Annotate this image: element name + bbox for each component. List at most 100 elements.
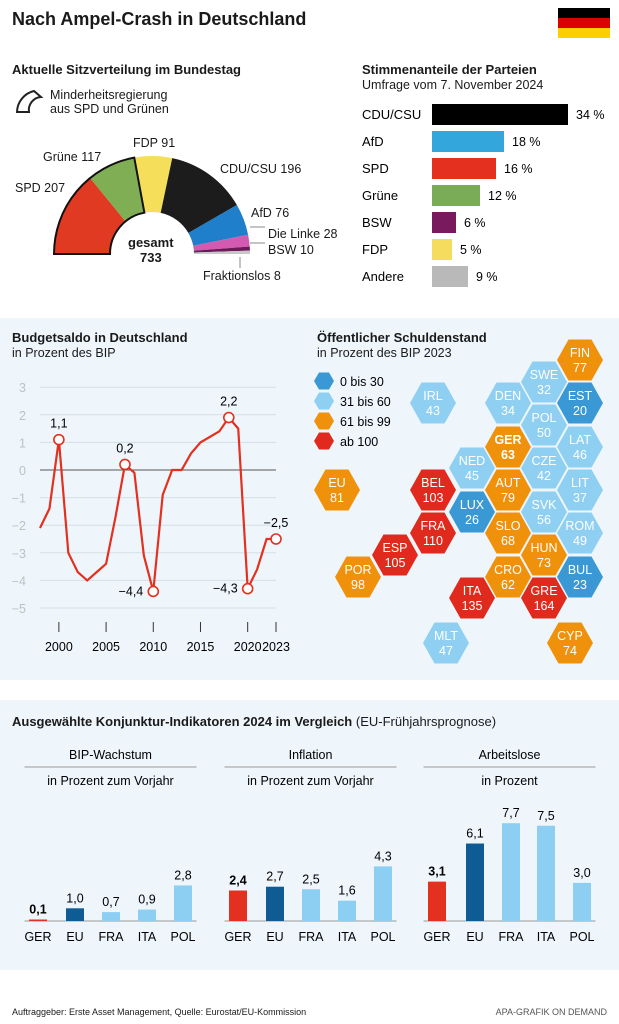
budget-marker xyxy=(241,582,254,595)
indicator-bar xyxy=(466,843,484,921)
hex-value: 105 xyxy=(385,556,406,570)
hex-eu xyxy=(314,469,360,511)
poll-title: Stimmenanteile der Parteien xyxy=(362,62,537,77)
hex-value: 73 xyxy=(537,556,551,570)
hex-value: 164 xyxy=(534,599,555,613)
indicator-category-label: GER xyxy=(224,930,251,944)
poll-bar-chart: CDU/CSU 34 % AfD 18 % SPD 16 % Grüne 12 % BSW 6 %… xyxy=(362,104,605,287)
poll-subtitle: Umfrage vom 7. November 2024 xyxy=(362,78,544,92)
poll-value-label: 9 % xyxy=(476,270,498,284)
seat-label-spd: SPD 207 xyxy=(15,181,66,195)
seat-label-fraktionslos: Fraktionslos 8 xyxy=(203,269,281,283)
hex-ned xyxy=(449,447,495,489)
x-tick-label: 2005 xyxy=(92,640,120,654)
indicator-bar xyxy=(29,919,47,921)
legend-label: 61 bis 99 xyxy=(340,415,391,429)
hex-country-code: FRA xyxy=(421,519,447,533)
hex-country-code: IRL xyxy=(423,389,443,403)
budget-annotation: 1,1 xyxy=(50,417,67,431)
indicator-bar xyxy=(502,823,520,921)
hex-country-code: MLT xyxy=(434,629,458,643)
budget-annotation: −2,5 xyxy=(264,516,289,530)
minority-legend-line2: aus SPD und Grünen xyxy=(50,102,169,116)
legend-swatch-icon xyxy=(314,412,334,430)
hex-value: 81 xyxy=(330,491,344,505)
indicator-value-label: 0,1 xyxy=(29,903,46,917)
hex-value: 37 xyxy=(573,491,587,505)
indicators-title-main: Ausgewählte Konjunktur-Indikatoren 2024 … xyxy=(12,714,353,729)
poll-bar xyxy=(432,212,456,233)
indicator-value-label: 3,1 xyxy=(428,865,445,879)
poll-party-label: Grüne xyxy=(362,188,398,203)
hex-country-code: CRO xyxy=(494,563,522,577)
budget-marker xyxy=(223,411,235,424)
indicator-category-label: ITA xyxy=(138,930,157,944)
y-tick-label: 0 xyxy=(19,464,26,478)
indicator-category-label: FRA xyxy=(499,930,525,944)
hex-por xyxy=(335,556,381,598)
indicator-value-label: 3,0 xyxy=(573,866,590,880)
hex-fin xyxy=(557,339,603,381)
hex-irl xyxy=(410,382,456,424)
hex-value: 34 xyxy=(501,404,515,418)
poll-value-label: 16 % xyxy=(504,162,533,176)
indicator-value-label: 2,4 xyxy=(229,874,246,888)
hex-cro xyxy=(485,556,531,598)
hex-value: 20 xyxy=(573,404,587,418)
indicator-value-label: 2,8 xyxy=(174,868,191,882)
indicator-bar xyxy=(102,912,120,921)
budget-marker xyxy=(119,458,131,471)
seat-label-bsw: BSW 10 xyxy=(268,243,314,257)
indicator-subtitle: in Prozent zum Vorjahr xyxy=(47,774,173,788)
seat-segment-2 xyxy=(134,156,173,213)
indicator-bar xyxy=(374,866,392,921)
budget-line-chart: 3 2 1 0 −1 −2 −3 −4 −5 2000 2005 2010 2015 2020 2023 1,… xyxy=(12,381,290,654)
legend-swatch-icon xyxy=(314,392,334,410)
poll-party-label: FDP xyxy=(362,242,388,257)
indicator-category-label: EU xyxy=(66,930,83,944)
hex-country-code: SWE xyxy=(530,368,558,382)
hex-value: 23 xyxy=(573,578,587,592)
indicator-value-label: 6,1 xyxy=(466,827,483,841)
hex-cze xyxy=(521,447,567,489)
seat-segment-0 xyxy=(54,178,126,254)
indicators-note: (EU-Frühjahrsprognose) xyxy=(355,714,497,729)
page-title: Nach Ampel-Crash in Deutschland xyxy=(12,9,307,29)
seat-segment-4 xyxy=(188,205,249,246)
hex-ita xyxy=(449,577,495,619)
budget-subtitle: in Prozent des BIP xyxy=(12,346,116,360)
budget-marker xyxy=(53,433,65,446)
seat-segment-6 xyxy=(193,246,250,253)
legend-label: 31 bis 60 xyxy=(340,395,391,409)
poll-bar xyxy=(432,239,452,260)
indicator-category-label: GER xyxy=(423,930,450,944)
poll-value-label: 5 % xyxy=(460,243,482,257)
hex-hun xyxy=(521,534,567,576)
y-tick-label: 2 xyxy=(19,409,26,423)
x-tick-label: 2000 xyxy=(45,640,73,654)
indicator-bar xyxy=(537,825,555,921)
hex-value: 26 xyxy=(465,513,479,527)
indicator-category-label: POL xyxy=(370,930,395,944)
poll-value-label: 6 % xyxy=(464,216,486,230)
seat-total-value: 733 xyxy=(140,250,162,265)
indicator-category-label: FRA xyxy=(299,930,325,944)
legend-swatch-icon xyxy=(314,432,334,450)
budget-annotation: 0,2 xyxy=(116,441,133,455)
hex-lux xyxy=(449,491,495,533)
hex-country-code: ROM xyxy=(565,519,594,533)
hex-country-code: GRE xyxy=(530,584,557,598)
hex-value: 46 xyxy=(573,448,587,462)
indicator-value-label: 0,7 xyxy=(102,895,119,909)
indicator-value-label: 1,0 xyxy=(66,891,83,905)
indicator-category-label: EU xyxy=(466,930,483,944)
seat-label-fdp: FDP 91 xyxy=(133,136,176,150)
indicator-value-label: 2,5 xyxy=(302,872,319,886)
indicator-category-label: POL xyxy=(170,930,195,944)
hex-lit xyxy=(557,469,603,511)
hex-country-code: SLO xyxy=(495,519,520,533)
indicator-category-label: ITA xyxy=(338,930,357,944)
hex-country-code: BUL xyxy=(568,563,592,577)
indicator-category-label: POL xyxy=(569,930,594,944)
hex-pol xyxy=(521,404,567,446)
